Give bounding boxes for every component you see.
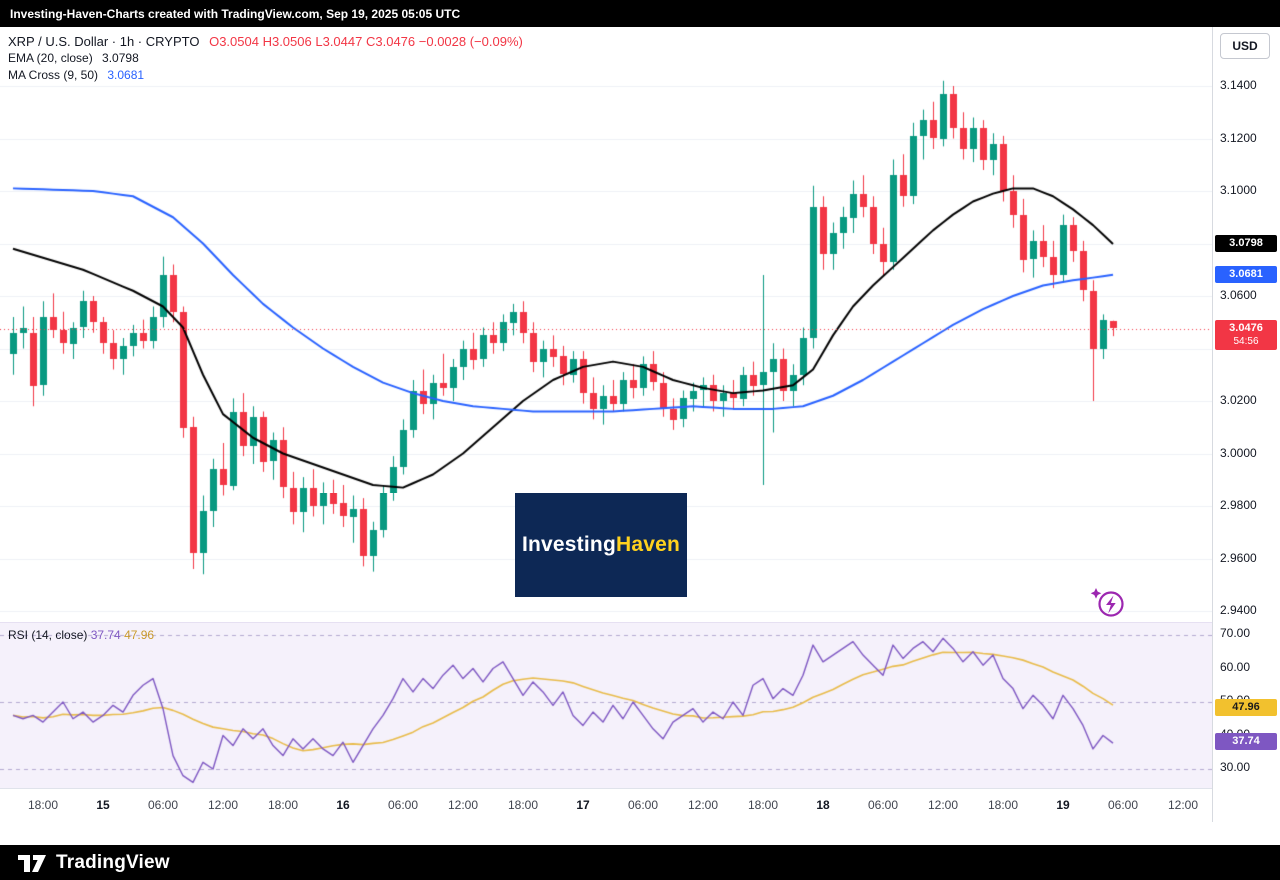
low-value: L3.0447: [315, 34, 363, 49]
attribution-text: Investing-Haven-Charts created with Trad…: [10, 6, 461, 21]
watermark-text-investing: Investing: [521, 533, 616, 556]
price-axis-label: 2.9800: [1220, 498, 1257, 512]
top-attribution-bar: Investing-Haven-Charts created with Trad…: [0, 0, 1280, 27]
time-axis-label: 17: [576, 798, 590, 812]
price-axis-label: 3.0600: [1220, 288, 1257, 302]
price-badge: 3.0476 54:56: [1215, 319, 1277, 350]
change-value: −0.0028 (−0.09%): [418, 34, 523, 49]
close-value: C3.0476: [365, 34, 416, 49]
time-axis-label: 15: [96, 798, 110, 812]
price-axis-label: 3.1000: [1220, 183, 1257, 197]
tradingview-wordmark[interactable]: TradingView: [56, 851, 170, 873]
ema-legend-row: EMA (20, close) 3.0798: [8, 50, 523, 67]
chart-legend: XRP / U.S. Dollar · 1h · CRYPTO O3.0504 …: [8, 33, 523, 84]
time-axis-label: 12:00: [927, 798, 959, 812]
boost-flash-icon[interactable]: [1089, 585, 1127, 621]
time-axis-label: 18:00: [507, 798, 539, 812]
price-badge: 3.0681: [1215, 265, 1277, 283]
tradingview-logo-icon[interactable]: [18, 852, 48, 874]
main-price-pane: XRP / U.S. Dollar · 1h · CRYPTO O3.0504 …: [0, 27, 1212, 622]
rsi-badge: 37.74: [1215, 733, 1277, 751]
price-axis-label: 2.9400: [1220, 603, 1257, 617]
rsi-value: 37.74: [90, 628, 121, 642]
time-axis-label: 18: [816, 798, 830, 812]
rsi-badge: 47.96: [1215, 698, 1277, 716]
time-axis[interactable]: 18:00 15 06:00 12:00 18:00 16 06:00 12:00 18:00 1…: [0, 788, 1212, 822]
rsi-indicator-pane: RSI (14, close) 37.74 47.96: [0, 622, 1212, 788]
time-axis-label: 06:00: [387, 798, 419, 812]
ma-cross-legend-row: MA Cross (9, 50) 3.0681: [8, 67, 523, 84]
rsi-legend-row: RSI (14, close) 37.74 47.96: [8, 628, 154, 642]
time-axis-label: 18:00: [267, 798, 299, 812]
time-axis-label: 18:00: [747, 798, 779, 812]
time-axis-label: 06:00: [627, 798, 659, 812]
ema-value: 3.0798: [102, 51, 139, 65]
chart-area: XRP / U.S. Dollar · 1h · CRYPTO O3.0504 …: [0, 27, 1280, 845]
price-axis[interactable]: USD 3.1400 3.1200 3.1000 3.0600 3.0200 3.0000…: [1212, 27, 1280, 822]
high-value: H3.0506: [262, 34, 312, 49]
time-axis-label: 16: [336, 798, 350, 812]
time-axis-label: 06:00: [867, 798, 899, 812]
currency-toggle-button[interactable]: USD: [1220, 33, 1270, 59]
time-axis-label: 12:00: [687, 798, 719, 812]
bar-countdown: 54:56: [1233, 335, 1259, 347]
rsi-axis-label: 30.00: [1220, 760, 1251, 774]
rsi-axis-label: 60.00: [1220, 659, 1251, 674]
price-badge: 3.0798: [1215, 235, 1277, 253]
rsi-label[interactable]: RSI (14, close): [8, 628, 88, 642]
time-axis-label: 12:00: [447, 798, 479, 812]
investinghaven-watermark: Investing Haven: [515, 493, 687, 597]
time-axis-label: 18:00: [987, 798, 1019, 812]
ema-label[interactable]: EMA (20, close): [8, 51, 93, 65]
price-axis-label: 3.1400: [1220, 78, 1257, 92]
ma-cross-value: 3.0681: [107, 68, 145, 82]
time-axis-label: 12:00: [1167, 798, 1199, 812]
symbol-ohlc-row: XRP / U.S. Dollar · 1h · CRYPTO O3.0504 …: [8, 33, 523, 50]
watermark-text-haven: Haven: [615, 533, 680, 556]
open-value: O3.0504: [209, 34, 259, 49]
time-axis-label: 18:00: [27, 798, 59, 812]
time-axis-label: 06:00: [1107, 798, 1139, 812]
time-axis-label: 06:00: [147, 798, 179, 812]
rsi-ma-value: 47.96: [124, 628, 155, 642]
footer-bar: TradingView: [0, 845, 1280, 880]
ma-cross-label[interactable]: MA Cross (9, 50): [8, 68, 99, 82]
time-axis-label: 19: [1056, 798, 1070, 812]
price-axis-label: 2.9600: [1220, 550, 1257, 565]
price-axis-label: 3.0200: [1220, 393, 1257, 407]
rsi-chart-canvas[interactable]: [0, 623, 1212, 788]
time-axis-label: 12:00: [207, 798, 239, 812]
price-axis-label: 3.0000: [1220, 445, 1257, 460]
price-axis-label: 3.1200: [1220, 130, 1257, 145]
rsi-axis-label: 70.00: [1220, 626, 1251, 640]
symbol-title[interactable]: XRP / U.S. Dollar · 1h · CRYPTO: [8, 34, 200, 49]
